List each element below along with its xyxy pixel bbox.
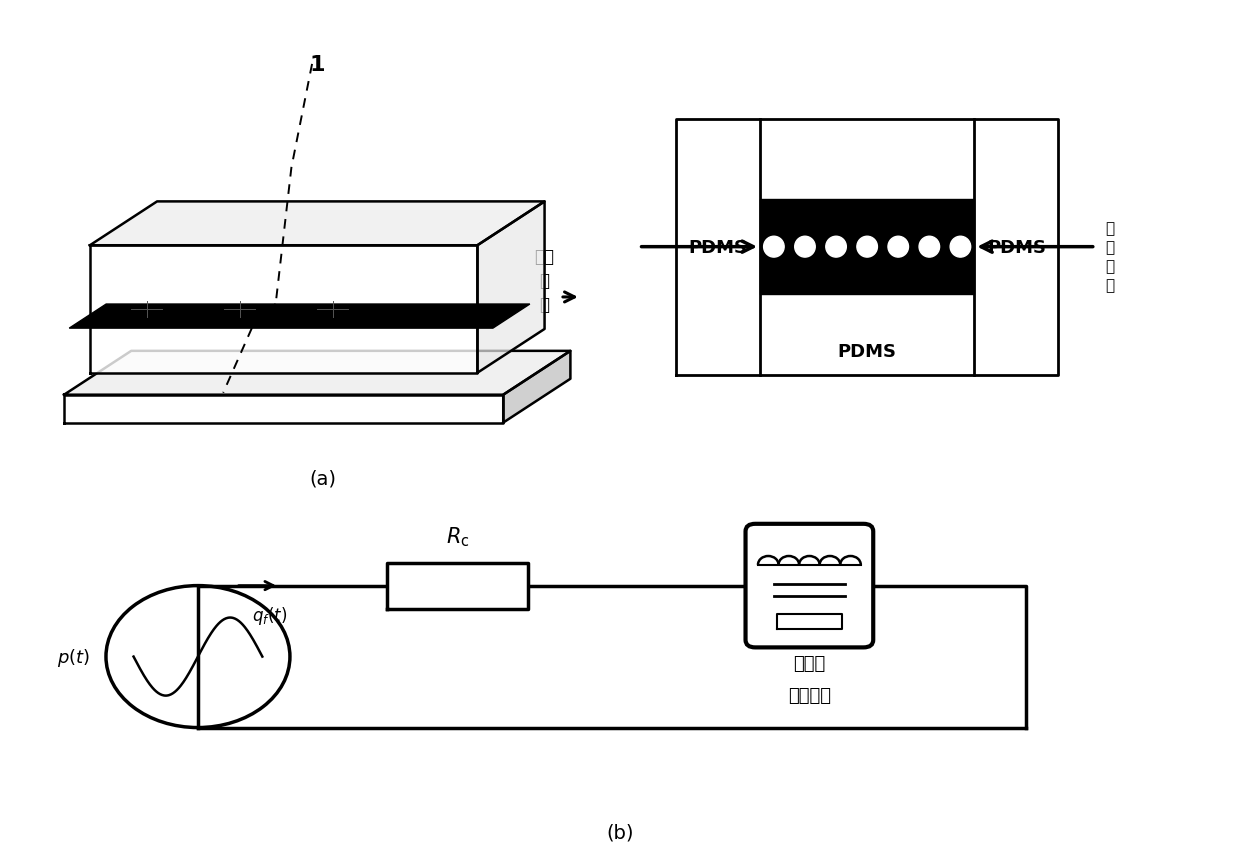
Text: 1: 1 [310, 55, 325, 75]
Polygon shape [91, 246, 477, 374]
Circle shape [795, 237, 815, 258]
Polygon shape [387, 563, 528, 609]
Circle shape [764, 237, 784, 258]
FancyBboxPatch shape [745, 525, 873, 647]
Text: PDMS: PDMS [838, 343, 897, 361]
Polygon shape [64, 395, 503, 423]
Text: 等效网络: 等效网络 [787, 686, 831, 704]
Circle shape [888, 237, 909, 258]
Polygon shape [477, 202, 544, 374]
Circle shape [826, 237, 847, 258]
Polygon shape [64, 351, 570, 395]
Text: 薄: 薄 [539, 271, 549, 290]
Text: (a): (a) [309, 469, 336, 488]
Text: 内: 内 [1105, 221, 1114, 236]
Text: PDMS: PDMS [987, 238, 1045, 257]
Text: 空气: 空气 [854, 200, 880, 219]
Polygon shape [503, 351, 570, 423]
Text: PDMS: PDMS [688, 238, 748, 257]
Circle shape [919, 237, 940, 258]
Circle shape [950, 237, 971, 258]
Polygon shape [69, 305, 529, 328]
Text: $R_\mathrm{c}$: $R_\mathrm{c}$ [446, 525, 470, 548]
Text: $p(t)$: $p(t)$ [57, 646, 89, 668]
Text: $q_f(t)$: $q_f(t)$ [252, 605, 288, 627]
Text: 弹性: 弹性 [534, 247, 554, 266]
Polygon shape [777, 614, 842, 630]
Text: (b): (b) [606, 822, 634, 841]
Polygon shape [760, 200, 975, 295]
Text: 细: 细 [1105, 258, 1114, 274]
Polygon shape [91, 202, 544, 246]
Text: 后负荷: 后负荷 [794, 655, 826, 673]
Text: 膜: 膜 [539, 295, 549, 314]
Circle shape [857, 237, 878, 258]
Text: 皮: 皮 [1105, 240, 1114, 255]
Text: 胞: 胞 [1105, 278, 1114, 293]
